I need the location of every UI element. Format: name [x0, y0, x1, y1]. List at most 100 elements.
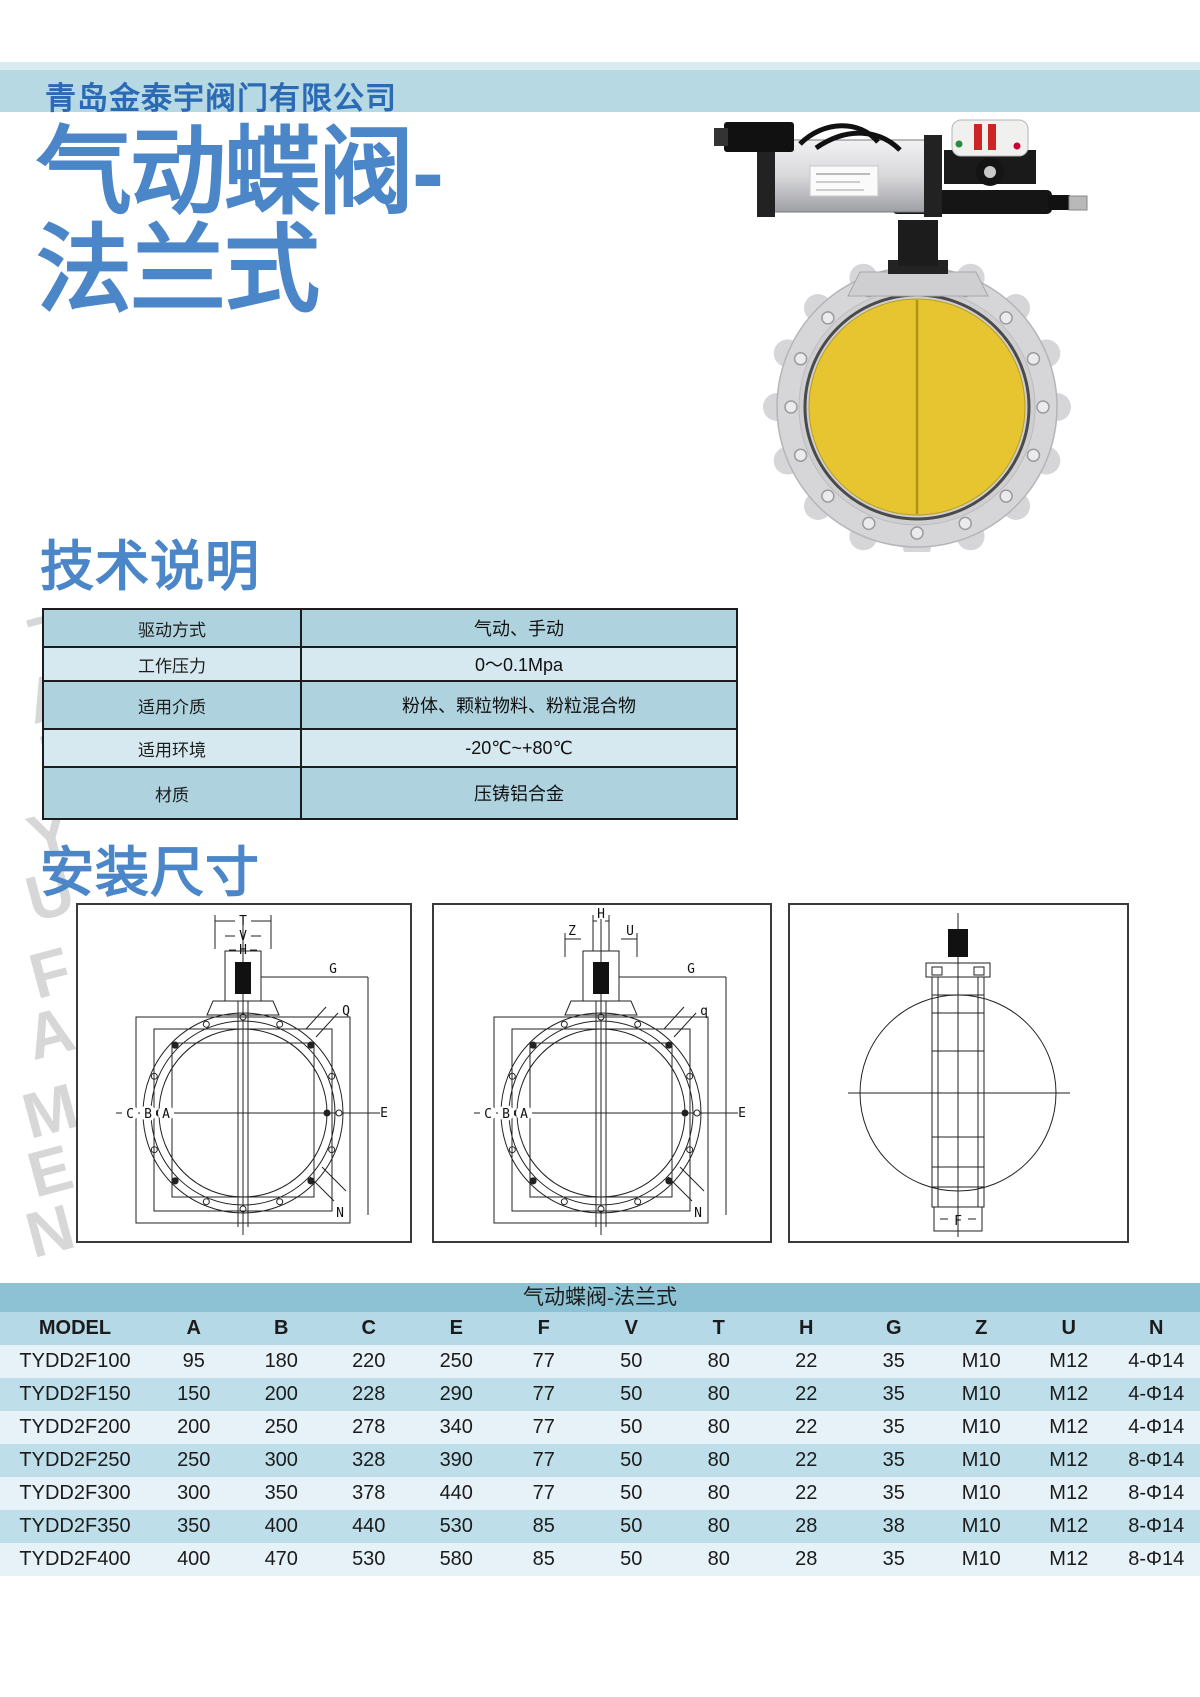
bolt-hole	[821, 311, 835, 325]
model-cell: TYDD2F350	[19, 1515, 131, 1537]
dim-value-cell: M12	[1049, 1515, 1089, 1537]
dim-column-header: F	[500, 1312, 588, 1345]
dim-value-cell: 85	[532, 1548, 555, 1570]
solenoid-valve	[724, 122, 794, 152]
installation-drawing-3: F	[788, 903, 1129, 1243]
bolt-hole	[821, 489, 835, 503]
bolt-hole	[693, 1109, 701, 1117]
dim-column-header: V	[587, 1312, 675, 1345]
dim-value-cell: 340	[439, 1416, 473, 1438]
dim-value-cell: 278	[352, 1416, 386, 1438]
page-title-line2: 法兰式	[36, 217, 320, 324]
bolt-hole	[634, 1198, 642, 1206]
dim-value-cell: M12	[1049, 1416, 1089, 1438]
dim-value-cell: 50	[620, 1548, 643, 1570]
dim-value-cell: 8-Φ14	[1128, 1449, 1185, 1471]
dim-value-cell: 4-Φ14	[1128, 1383, 1185, 1405]
bolt-hole	[1026, 448, 1041, 462]
switch-hub-bolt	[984, 166, 996, 178]
dim-value-cell: 28	[795, 1515, 818, 1537]
dim-column-header: G	[850, 1312, 938, 1345]
dim-label-c: C	[126, 1107, 134, 1122]
dim-value-cell: 400	[177, 1548, 211, 1570]
dim-value-cell: 80	[707, 1449, 730, 1471]
dim-value-cell: 80	[707, 1482, 730, 1504]
bolt-hole	[335, 1109, 343, 1117]
dim-table-row: TYDD2F400 400 470 530 580 85 50 80 28 35 M10 M12 8-Φ…	[0, 1543, 1200, 1576]
dim-label-u: U	[626, 924, 634, 939]
bolt-hole	[1036, 400, 1050, 414]
dim-value-cell: 328	[352, 1449, 386, 1471]
dimension-table: MODEL A B C E F V T H G Z U N TYDD2F100 95 180 220 250 77…	[0, 1312, 1200, 1576]
bolt-hole	[276, 1020, 284, 1028]
dim-column-header: H	[762, 1312, 850, 1345]
dim-value-cell: 8-Φ14	[1128, 1515, 1185, 1537]
dim-value-cell: 180	[264, 1350, 298, 1372]
spec-table: 驱动方式 气动、手动 工作压力 0～0.1Mpa 适用介质 粉体、颗粒物料、粉粒混合物 适用…	[42, 608, 738, 820]
bolt-hole	[784, 400, 798, 414]
spec-row: 工作压力 0～0.1Mpa	[42, 646, 738, 682]
dim-value-cell: 22	[795, 1383, 818, 1405]
cylinder-cap-right	[924, 135, 942, 217]
bolt-hole	[999, 489, 1013, 503]
bolt-hole	[793, 448, 808, 462]
dim-label-q: q	[700, 1004, 708, 1019]
dim-value-cell: M12	[1049, 1482, 1089, 1504]
dim-value-cell: 440	[439, 1482, 473, 1504]
page-title-line1: 气动蝶阀-	[36, 119, 444, 226]
switch-green-dot	[955, 140, 963, 148]
dimension-table-section: 气动蝶阀-法兰式 MODEL A B C E F V T H G Z U N TYDD2F100 95 18…	[0, 1283, 1200, 1576]
dim-label-f: F	[954, 1214, 962, 1229]
dim-value-cell: 4-Φ14	[1128, 1416, 1185, 1438]
bolt-hole	[634, 1020, 642, 1028]
header-stripe	[0, 62, 1200, 70]
dim-table-row: TYDD2F150 150 200 228 290 77 50 80 22 35 M10 M12 4-Φ…	[0, 1378, 1200, 1411]
bolt-hole	[560, 1198, 568, 1206]
dim-value-cell: 80	[707, 1548, 730, 1570]
dim-value-cell: M12	[1049, 1449, 1089, 1471]
dim-table-row: TYDD2F250 250 300 328 390 77 50 80 22 35 M10 M12 8-Φ…	[0, 1444, 1200, 1477]
dim-value-cell: 300	[177, 1482, 211, 1504]
model-cell: TYDD2F250	[19, 1449, 131, 1471]
spec-row: 适用介质 粉体、颗粒物料、粉粒混合物	[42, 680, 738, 730]
dim-column-header: U	[1025, 1312, 1113, 1345]
dim-value-cell: 22	[795, 1449, 818, 1471]
dim-label-n: N	[694, 1206, 702, 1221]
dim-label-a: A	[520, 1107, 528, 1122]
spec-value: 气动、手动	[300, 608, 738, 648]
section-title-tech: 技术说明	[40, 537, 260, 597]
bolt-hole	[560, 1020, 568, 1028]
dim-value-cell: 35	[882, 1449, 905, 1471]
dim-value-cell: 22	[795, 1350, 818, 1372]
dim-value-cell: 440	[352, 1515, 386, 1537]
product-photo	[712, 112, 1110, 561]
solenoid-connector	[714, 128, 728, 146]
valve-stem	[898, 220, 938, 266]
dim-value-cell: 22	[795, 1482, 818, 1504]
dim-label-h: H	[597, 907, 605, 922]
switch-red-dot	[1013, 142, 1021, 150]
spec-value: 粉体、颗粒物料、粉粒混合物	[300, 680, 738, 730]
dim-table-row: TYDD2F200 200 250 278 340 77 50 80 22 35 M10 M12 4-Φ…	[0, 1411, 1200, 1444]
product-photo-svg	[714, 119, 1088, 561]
dim-label-t: T	[239, 914, 247, 929]
bolt-hole	[276, 1198, 284, 1206]
dim-value-cell: 4-Φ14	[1128, 1350, 1185, 1372]
dim-value-cell: 390	[439, 1449, 473, 1471]
dim-label-v: V	[239, 929, 247, 944]
bolt-hole	[202, 1020, 210, 1028]
company-name: 青岛金泰宇阀门有限公司	[45, 81, 397, 116]
bolt-hole	[999, 311, 1013, 325]
dim-value-cell: 35	[882, 1416, 905, 1438]
bolt-hole	[910, 526, 924, 540]
dim-value-cell: 80	[707, 1350, 730, 1372]
spec-label: 工作压力	[42, 646, 302, 682]
dim-value-cell: 220	[352, 1350, 386, 1372]
dim-value-cell: M10	[961, 1383, 1001, 1405]
dim-label-h: H	[239, 943, 247, 958]
dim-value-cell: M10	[961, 1449, 1001, 1471]
dim-column-header: B	[237, 1312, 325, 1345]
dim-table-row: TYDD2F300 300 350 378 440 77 50 80 22 35 M10 M12 8-Φ…	[0, 1477, 1200, 1510]
dim-value-cell: 77	[532, 1383, 555, 1405]
